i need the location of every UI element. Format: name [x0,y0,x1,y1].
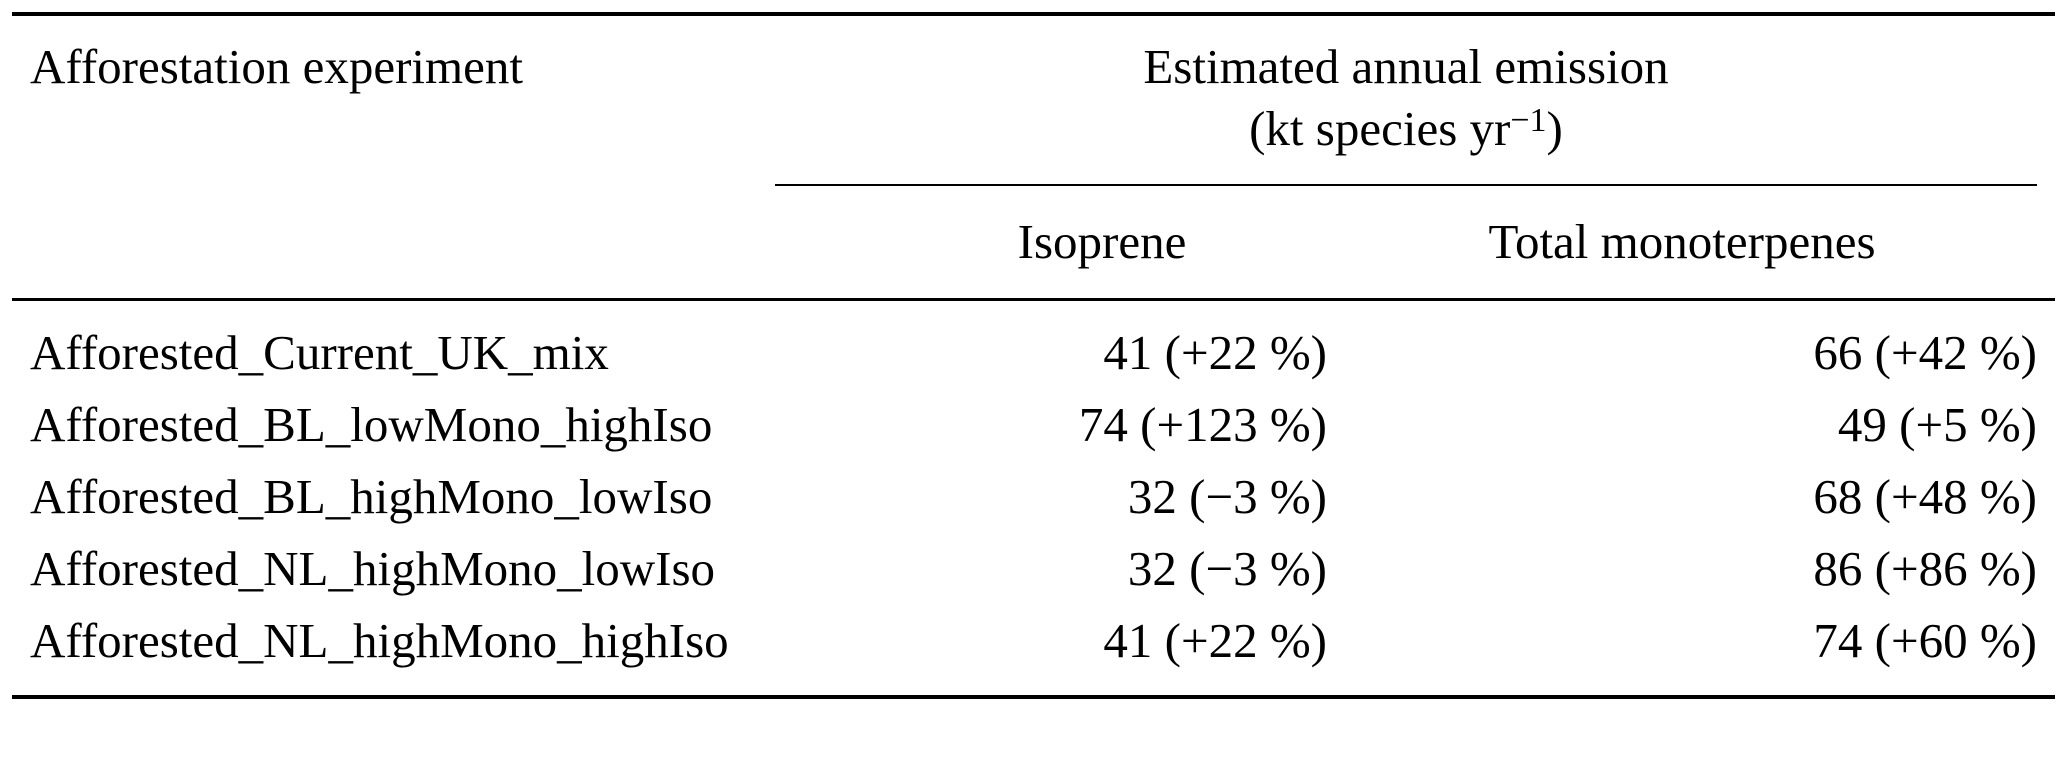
isoprene-value: 32 (−3 %) [1127,469,1327,524]
column-header-monoterpenes: Total monoterpenes [1488,214,1876,269]
isoprene-value: 74 (+123 %) [1078,397,1327,452]
monoterpenes-value: 49 (+5 %) [1837,397,2037,452]
experiment-name: Afforested_NL_highMono_highIso [30,613,729,668]
isoprene-value: 41 (+22 %) [1103,325,1327,380]
isoprene-value: 41 (+22 %) [1103,613,1327,668]
table-header-row: Afforestation experiment Estimated annua… [0,16,2067,184]
column-group-header: Estimated annual emission (kt species yr… [775,36,2037,160]
monoterpenes-value: 74 (+60 %) [1813,613,2037,668]
experiment-name: Afforested_BL_highMono_lowIso [30,469,713,524]
group-header-rule [775,184,2037,186]
group-header-title: Estimated annual emission [1143,39,1669,94]
column-header-isoprene: Isoprene [1017,214,1187,269]
table-row: Afforested_NL_highMono_lowIso 32 (−3 %) … [0,533,2067,605]
experiment-name: Afforested_NL_highMono_lowIso [30,541,716,596]
table-top-rule [12,12,2055,16]
monoterpenes-value: 86 (+86 %) [1813,541,2037,596]
monoterpenes-value: 66 (+42 %) [1813,325,2037,380]
table-mid-rule [12,298,2055,301]
table-row: Afforested_BL_highMono_lowIso 32 (−3 %) … [0,461,2067,533]
experiment-name: Afforested_BL_lowMono_highIso [30,397,713,452]
table-row: Afforested_Current_UK_mix 41 (+22 %) 66 … [0,317,2067,389]
units-suffix: ) [1546,101,1563,156]
isoprene-value: 32 (−3 %) [1127,541,1327,596]
table-subheader-row: Isoprene Total monoterpenes [0,186,2067,298]
experiment-name: Afforested_Current_UK_mix [30,325,609,380]
group-header-units: (kt species yr−1) [775,98,2037,160]
units-prefix: (kt species yr [1249,101,1511,156]
table-body: Afforested_Current_UK_mix 41 (+22 %) 66 … [0,301,2067,695]
column-header-experiment: Afforestation experiment [30,39,524,94]
table-bottom-rule [12,695,2055,699]
table-row: Afforested_BL_lowMono_highIso 74 (+123 %… [0,389,2067,461]
table-row: Afforested_NL_highMono_highIso 41 (+22 %… [0,605,2067,677]
units-exponent: −1 [1510,102,1547,139]
monoterpenes-value: 68 (+48 %) [1813,469,2037,524]
